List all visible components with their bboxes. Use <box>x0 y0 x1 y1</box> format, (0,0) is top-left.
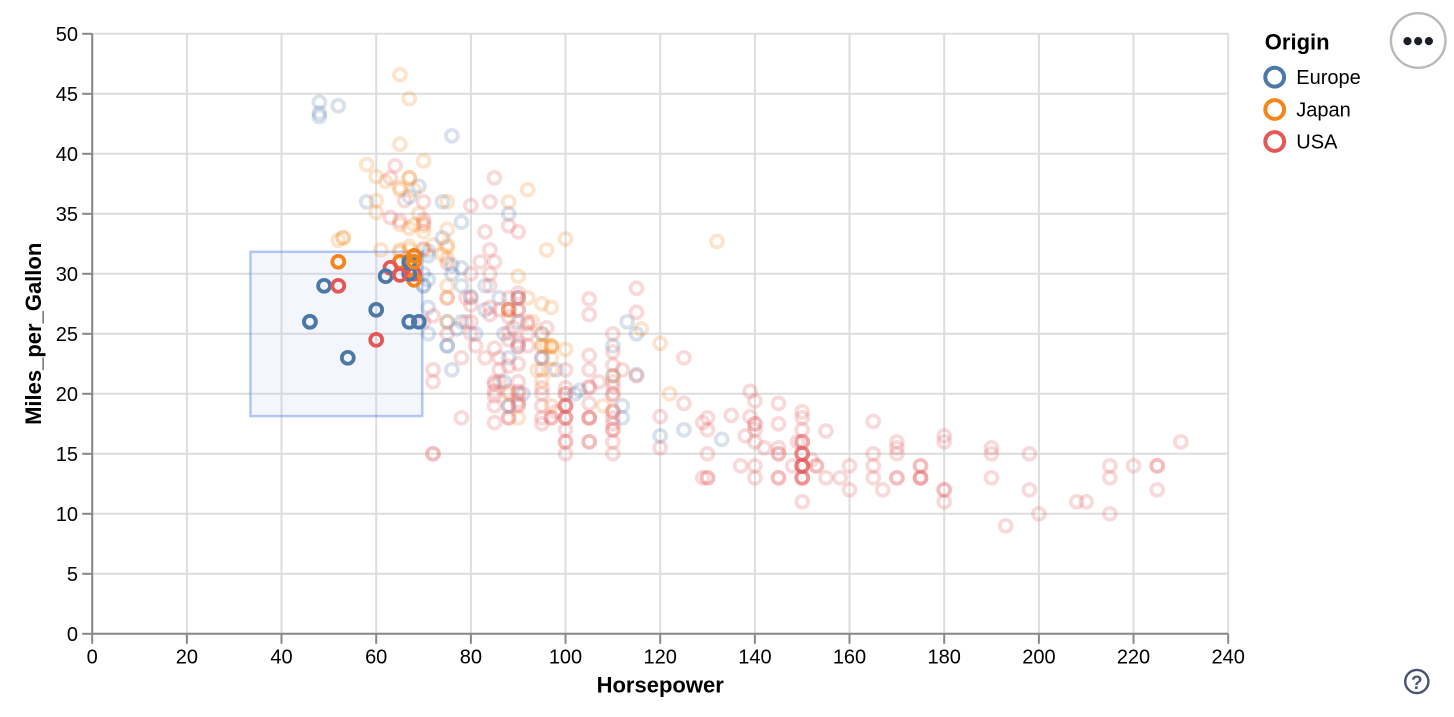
svg-text:0: 0 <box>67 624 78 646</box>
svg-text:240: 240 <box>1212 647 1245 669</box>
svg-text:100: 100 <box>549 647 582 669</box>
svg-text:Miles_per_Gallon: Miles_per_Gallon <box>21 243 46 425</box>
svg-text:45: 45 <box>56 84 78 106</box>
svg-text:20: 20 <box>56 384 78 406</box>
svg-text:5: 5 <box>67 564 78 586</box>
svg-text:Origin: Origin <box>1265 30 1330 55</box>
svg-text:80: 80 <box>460 647 482 669</box>
svg-text:220: 220 <box>1117 647 1150 669</box>
svg-text:180: 180 <box>928 647 961 669</box>
svg-text:160: 160 <box>833 647 866 669</box>
svg-text:120: 120 <box>644 647 677 669</box>
svg-text:50: 50 <box>56 24 78 46</box>
svg-text:25: 25 <box>56 324 78 346</box>
svg-text:0: 0 <box>87 647 98 669</box>
svg-text:140: 140 <box>738 647 771 669</box>
svg-text:40: 40 <box>56 144 78 166</box>
svg-text:10: 10 <box>56 504 78 526</box>
svg-text:USA: USA <box>1296 132 1338 154</box>
svg-text:Europe: Europe <box>1296 67 1361 89</box>
svg-text:60: 60 <box>365 647 387 669</box>
svg-text:40: 40 <box>270 647 292 669</box>
svg-text:200: 200 <box>1022 647 1055 669</box>
svg-text:Japan: Japan <box>1296 100 1351 122</box>
svg-text:30: 30 <box>56 264 78 286</box>
svg-text:20: 20 <box>176 647 198 669</box>
svg-text:15: 15 <box>56 444 78 466</box>
svg-text:?: ? <box>1411 673 1423 694</box>
svg-text:35: 35 <box>56 204 78 226</box>
svg-text:Horsepower: Horsepower <box>597 673 725 698</box>
